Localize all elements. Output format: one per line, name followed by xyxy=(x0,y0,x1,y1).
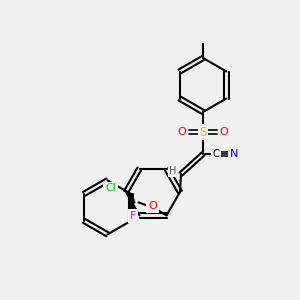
Text: F: F xyxy=(130,211,136,221)
Text: Cl: Cl xyxy=(105,183,116,194)
Text: O: O xyxy=(148,201,157,212)
Text: O: O xyxy=(220,127,228,137)
Text: S: S xyxy=(199,125,207,139)
Text: C: C xyxy=(213,149,219,159)
Text: O: O xyxy=(178,127,186,137)
Text: H: H xyxy=(169,166,177,176)
Text: N: N xyxy=(230,149,238,159)
